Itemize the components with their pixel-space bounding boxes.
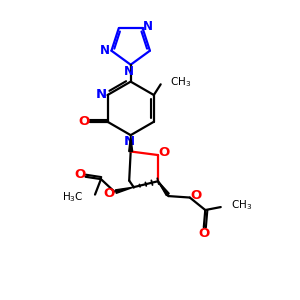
Text: O: O [190, 189, 201, 202]
Text: O: O [158, 146, 169, 159]
Text: O: O [74, 169, 85, 182]
Text: O: O [103, 187, 114, 200]
Text: O: O [78, 115, 89, 128]
Polygon shape [116, 187, 134, 193]
Text: N: N [143, 20, 153, 33]
Text: CH$_3$: CH$_3$ [231, 199, 252, 212]
Text: O: O [198, 227, 209, 240]
Polygon shape [158, 181, 169, 196]
Text: N: N [95, 88, 106, 101]
Polygon shape [129, 135, 133, 152]
Text: N: N [100, 44, 110, 57]
Text: N: N [124, 65, 134, 78]
Text: N: N [124, 135, 135, 148]
Text: H$_3$C: H$_3$C [62, 191, 84, 205]
Text: CH$_3$: CH$_3$ [170, 75, 192, 89]
